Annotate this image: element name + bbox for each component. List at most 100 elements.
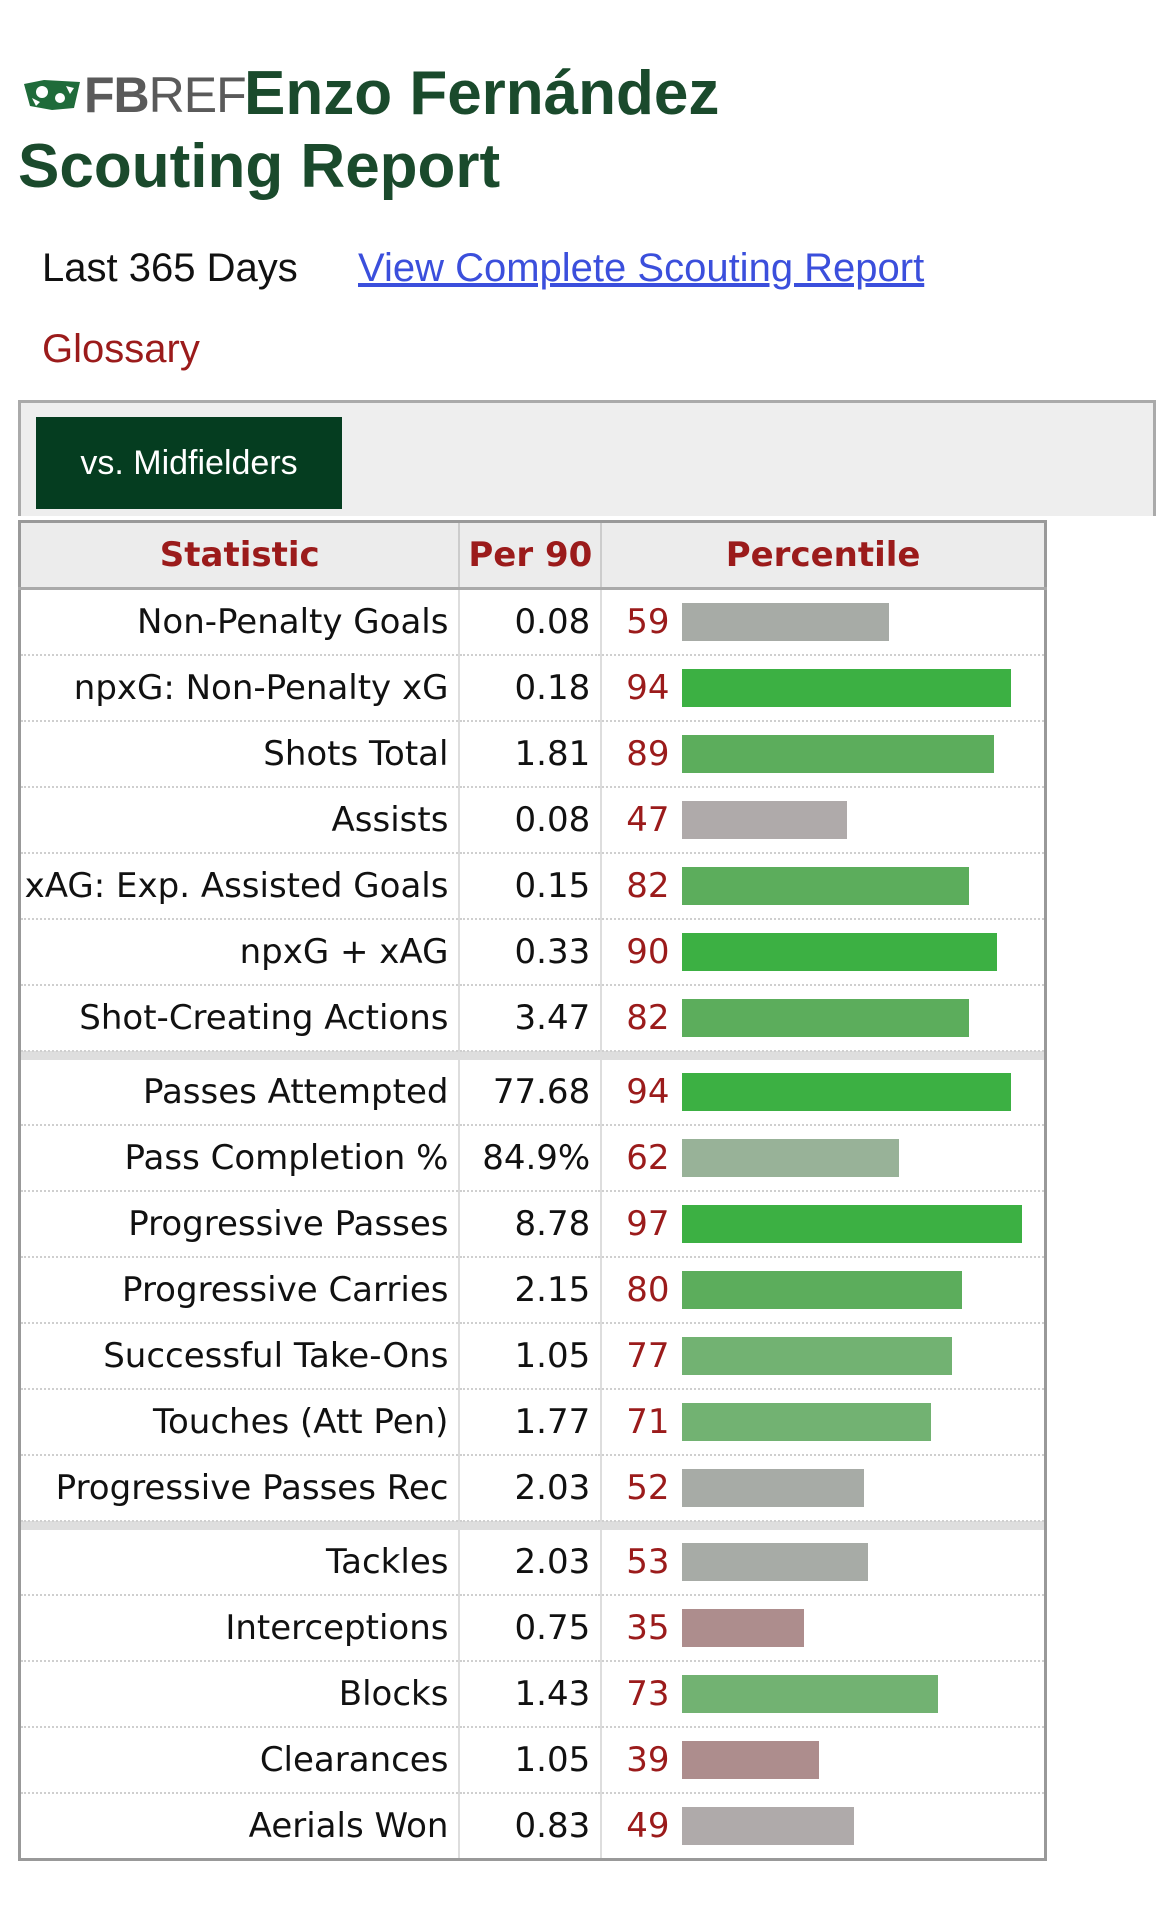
percentile-cell: 62	[601, 1125, 1046, 1192]
percentile-cell: 80	[601, 1257, 1046, 1324]
percentile-bar	[682, 669, 1012, 707]
stat-name: Shots Total	[19, 721, 461, 788]
percentile-value: 82	[626, 998, 670, 1038]
glossary-link[interactable]: Glossary	[42, 327, 200, 371]
percentile-cell: 35	[601, 1595, 1046, 1662]
group-separator	[19, 1521, 1046, 1530]
table-row[interactable]: Passes Attempted 77.68 94	[19, 1060, 1046, 1126]
per90-value: 84.9%	[459, 1125, 603, 1192]
percentile-cell: 59	[601, 588, 1046, 656]
percentile-value: 39	[626, 1740, 670, 1780]
percentile-value: 49	[626, 1806, 670, 1846]
table-row[interactable]: Clearances 1.05 39	[19, 1727, 1046, 1794]
percentile-bar	[682, 1337, 953, 1375]
per90-value: 1.77	[459, 1389, 603, 1456]
percentile-value: 47	[626, 800, 670, 840]
stat-name: Non-Penalty Goals	[19, 588, 461, 656]
percentile-bar	[682, 1807, 855, 1845]
percentile-value: 89	[626, 734, 670, 774]
table-row[interactable]: npxG: Non-Penalty xG 0.18 94	[19, 655, 1046, 722]
stat-name: Progressive Carries	[19, 1257, 461, 1324]
page-title-report: Scouting Report	[18, 132, 501, 201]
table-row[interactable]: Interceptions 0.75 35	[19, 1595, 1046, 1662]
table-row[interactable]: Touches (Att Pen) 1.77 71	[19, 1389, 1046, 1456]
table-row[interactable]: Progressive Passes 8.78 97	[19, 1191, 1046, 1258]
percentile-bar	[682, 1271, 963, 1309]
table-row[interactable]: Aerials Won 0.83 49	[19, 1793, 1046, 1861]
table-row[interactable]: Blocks 1.43 73	[19, 1661, 1046, 1728]
table-row[interactable]: Progressive Carries 2.15 80	[19, 1257, 1046, 1324]
percentile-bar	[682, 1675, 939, 1713]
per90-value: 77.68	[459, 1060, 603, 1126]
percentile-cell: 71	[601, 1389, 1046, 1456]
table-row[interactable]: Non-Penalty Goals 0.08 59	[19, 588, 1046, 656]
percentile-bar	[682, 1205, 1023, 1243]
percentile-cell: 89	[601, 721, 1046, 788]
stat-name: Aerials Won	[19, 1793, 461, 1861]
table-row[interactable]: Shot-Creating Actions 3.47 82	[19, 985, 1046, 1052]
per90-value: 8.78	[459, 1191, 603, 1258]
table-row[interactable]: Pass Completion % 84.9% 62	[19, 1125, 1046, 1192]
percentile-cell: 52	[601, 1455, 1046, 1522]
percentile-value: 82	[626, 866, 670, 906]
stat-name: Shot-Creating Actions	[19, 985, 461, 1052]
percentile-cell: 47	[601, 787, 1046, 854]
percentile-value: 73	[626, 1674, 670, 1714]
percentile-cell: 94	[601, 655, 1046, 722]
per90-value: 3.47	[459, 985, 603, 1052]
fbref-logo-icon	[24, 80, 80, 110]
view-complete-report-link[interactable]: View Complete Scouting Report	[358, 246, 925, 290]
stat-name: xAG: Exp. Assisted Goals	[19, 853, 461, 920]
stat-name: Pass Completion %	[19, 1125, 461, 1192]
table-header-row: Statistic Per 90 Percentile	[19, 521, 1047, 590]
percentile-value: 90	[626, 932, 670, 972]
percentile-value: 94	[626, 668, 670, 708]
percentile-value: 71	[626, 1402, 670, 1442]
table-row[interactable]: Successful Take-Ons 1.05 77	[19, 1323, 1046, 1390]
group-separator	[19, 1051, 1046, 1060]
header-per90[interactable]: Per 90	[459, 521, 603, 590]
percentile-bar	[682, 1073, 1012, 1111]
percentile-cell: 39	[601, 1727, 1046, 1794]
percentile-bar	[682, 801, 848, 839]
fbref-logo[interactable]: FBREF	[22, 70, 247, 120]
stat-name: Progressive Passes	[19, 1191, 461, 1258]
stat-name: Interceptions	[19, 1595, 461, 1662]
percentile-value: 53	[626, 1542, 670, 1582]
page-title-player: Enzo Fernández	[244, 59, 720, 128]
table-row[interactable]: Assists 0.08 47	[19, 787, 1046, 854]
tab-vs-midfielders[interactable]: vs. Midfielders	[36, 417, 342, 509]
percentile-value: 80	[626, 1270, 670, 1310]
header-statistic[interactable]: Statistic	[19, 521, 461, 590]
percentile-bar	[682, 1469, 865, 1507]
header-percentile[interactable]: Percentile	[601, 521, 1047, 590]
stat-name: npxG + xAG	[19, 919, 461, 986]
percentile-cell: 82	[601, 853, 1046, 920]
table-row[interactable]: xAG: Exp. Assisted Goals 0.15 82	[19, 853, 1046, 920]
per90-value: 1.43	[459, 1661, 603, 1728]
table-row[interactable]: npxG + xAG 0.33 90	[19, 919, 1046, 986]
percentile-bar	[682, 1543, 869, 1581]
percentile-cell: 97	[601, 1191, 1046, 1258]
table-row[interactable]: Tackles 2.03 53	[19, 1530, 1046, 1596]
percentile-cell: 94	[601, 1060, 1046, 1126]
per90-value: 0.83	[459, 1793, 603, 1861]
percentile-bar	[682, 735, 995, 773]
percentile-cell: 90	[601, 919, 1046, 986]
percentile-bar	[682, 1609, 805, 1647]
per90-value: 0.08	[459, 588, 603, 656]
percentile-value: 59	[626, 602, 670, 642]
percentile-bar	[682, 1139, 900, 1177]
per90-value: 0.75	[459, 1595, 603, 1662]
stat-name: npxG: Non-Penalty xG	[19, 655, 461, 722]
table-row[interactable]: Progressive Passes Rec 2.03 52	[19, 1455, 1046, 1522]
stat-name: Tackles	[19, 1530, 461, 1596]
comparison-tab-bar: vs. Midfielders	[18, 400, 1156, 516]
per90-value: 2.03	[459, 1530, 603, 1596]
per90-value: 0.15	[459, 853, 603, 920]
table-row[interactable]: Shots Total 1.81 89	[19, 721, 1046, 788]
percentile-bar	[682, 933, 998, 971]
per90-value: 1.05	[459, 1323, 603, 1390]
per90-value: 2.03	[459, 1455, 603, 1522]
percentile-bar	[682, 603, 890, 641]
